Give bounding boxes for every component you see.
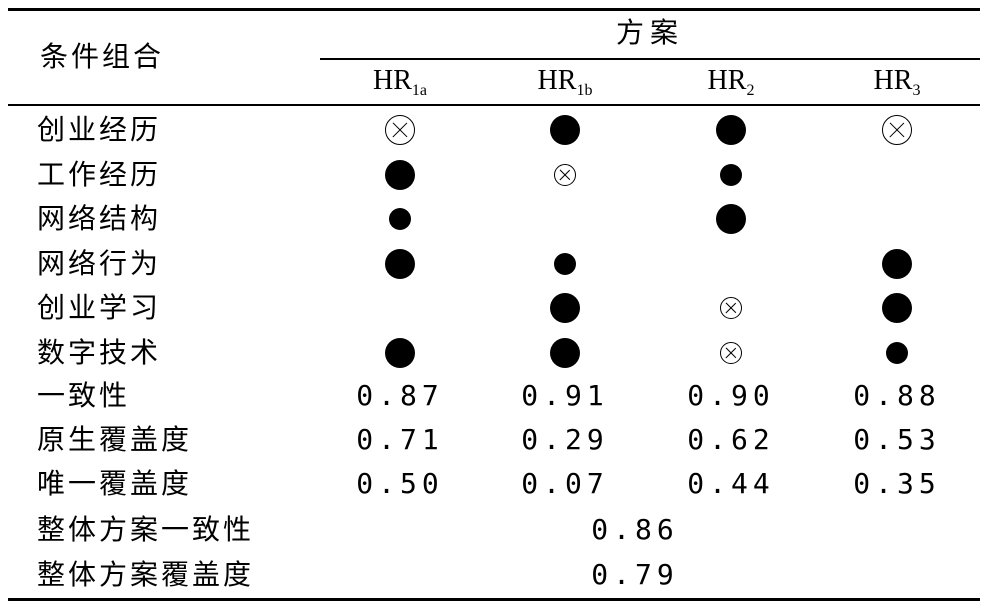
condition-cell xyxy=(651,153,811,197)
condition-cell xyxy=(320,153,480,197)
metric-value: 0.90 xyxy=(687,379,775,412)
row-label: 唯一覆盖度 xyxy=(37,467,193,500)
condition-cell xyxy=(320,242,480,286)
condition-cell xyxy=(320,286,480,330)
condition-row: 工作经历 xyxy=(0,153,992,197)
column-header-hr2: HR2 xyxy=(651,64,811,108)
column-header-subscript: 2 xyxy=(746,82,755,99)
present-condition-icon xyxy=(716,204,746,234)
column-header-subscript: 1b xyxy=(576,82,593,99)
present-condition-icon xyxy=(882,293,912,323)
header-rule xyxy=(8,104,980,106)
condition-cell xyxy=(651,108,811,152)
present-condition-icon xyxy=(550,115,580,145)
present-condition-icon xyxy=(720,163,742,186)
absent-condition-icon xyxy=(720,297,742,319)
column-header-subscript: 3 xyxy=(912,82,921,99)
row-label: 一致性 xyxy=(37,379,131,412)
condition-cell xyxy=(817,108,977,152)
row-label: 原生覆盖度 xyxy=(37,423,193,456)
row-label: 工作经历 xyxy=(37,157,162,191)
condition-cell xyxy=(485,197,645,241)
absent-condition-icon xyxy=(882,115,912,145)
metric-value: 0.91 xyxy=(521,379,609,412)
metric-value: 0.88 xyxy=(853,379,941,412)
present-condition-icon xyxy=(554,252,576,275)
condition-cell xyxy=(320,331,480,375)
row-label: 网络行为 xyxy=(37,246,162,280)
condition-row: 创业学习 xyxy=(0,286,992,330)
condition-cell xyxy=(817,242,977,286)
present-condition-icon xyxy=(385,159,415,190)
metric-value: 0.53 xyxy=(853,423,941,456)
condition-cell xyxy=(651,197,811,241)
metric-value: 0.62 xyxy=(687,423,775,456)
present-condition-icon xyxy=(550,337,580,368)
present-condition-icon xyxy=(385,248,415,279)
row-label: 创业学习 xyxy=(37,291,162,324)
present-condition-icon xyxy=(550,293,580,323)
condition-row: 网络结构 xyxy=(0,197,992,241)
condition-cell xyxy=(651,242,811,286)
row-label: 整体方案覆盖度 xyxy=(37,558,255,591)
column-header-base: HR xyxy=(372,65,412,96)
present-condition-icon xyxy=(886,341,908,364)
column-header-hr3: HR3 xyxy=(817,64,977,108)
metric-value: 0.29 xyxy=(521,423,609,456)
column-header-base: HR xyxy=(707,65,747,96)
condition-cell xyxy=(651,331,811,375)
present-condition-icon xyxy=(716,115,746,145)
corner-label: 条件组合 xyxy=(40,40,165,73)
group-header: 方案 xyxy=(615,16,684,49)
condition-cell xyxy=(485,242,645,286)
column-header-base: HR xyxy=(537,65,577,96)
overall-coverage-row: 整体方案覆盖度 0.79 xyxy=(0,553,992,597)
absent-condition-icon xyxy=(554,163,576,186)
absent-condition-icon xyxy=(720,341,742,364)
present-condition-icon xyxy=(389,208,411,230)
condition-row: 网络行为 xyxy=(0,242,992,286)
condition-cell xyxy=(320,108,480,152)
column-header-subscript: 1a xyxy=(411,82,427,99)
condition-cell xyxy=(817,197,977,241)
row-label: 创业经历 xyxy=(37,113,162,146)
row-label: 整体方案一致性 xyxy=(37,513,255,546)
condition-cell xyxy=(817,286,977,330)
column-header-hr1a: HR1a xyxy=(320,64,480,108)
metric-value: 0.07 xyxy=(521,467,609,500)
top-rule xyxy=(8,8,980,11)
condition-row: 创业经历 xyxy=(0,108,992,152)
condition-cell xyxy=(485,153,645,197)
metric-row-unique-coverage: 唯一覆盖度 0.50 0.07 0.44 0.35 xyxy=(0,462,992,506)
condition-row: 数字技术 xyxy=(0,331,992,375)
column-header-hr1b: HR1b xyxy=(485,64,645,108)
condition-cell xyxy=(485,108,645,152)
overall-value: 0.79 xyxy=(591,558,679,591)
present-condition-icon xyxy=(882,248,912,279)
row-label: 网络结构 xyxy=(37,202,162,235)
row-label: 数字技术 xyxy=(37,335,162,369)
bottom-rule xyxy=(8,598,980,601)
metric-row-consistency: 一致性 0.87 0.91 0.90 0.88 xyxy=(0,374,992,418)
metric-value: 0.50 xyxy=(356,467,444,500)
group-header-rule xyxy=(320,58,980,60)
condition-cell xyxy=(817,331,977,375)
metric-row-raw-coverage: 原生覆盖度 0.71 0.29 0.62 0.53 xyxy=(0,418,992,462)
metric-value: 0.87 xyxy=(356,379,444,412)
metric-value: 0.35 xyxy=(853,467,941,500)
overall-consistency-row: 整体方案一致性 0.86 xyxy=(0,508,992,552)
condition-cell xyxy=(485,331,645,375)
absent-condition-icon xyxy=(385,115,415,145)
overall-value: 0.86 xyxy=(591,513,679,546)
condition-cell xyxy=(485,286,645,330)
condition-cell xyxy=(817,153,977,197)
condition-cell xyxy=(651,286,811,330)
metric-value: 0.71 xyxy=(356,423,444,456)
metric-value: 0.44 xyxy=(687,467,775,500)
column-header-base: HR xyxy=(873,65,913,96)
present-condition-icon xyxy=(385,337,415,368)
condition-cell xyxy=(320,197,480,241)
